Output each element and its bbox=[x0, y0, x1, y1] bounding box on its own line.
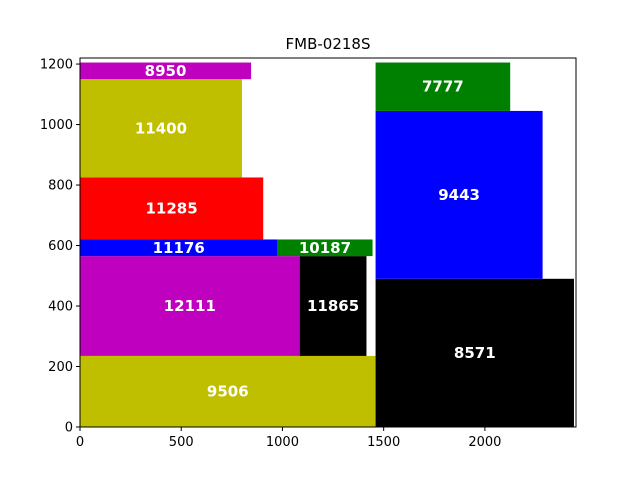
rect-label-10187: 10187 bbox=[299, 239, 351, 257]
y-tick-label: 200 bbox=[48, 360, 73, 375]
rect-label-7777: 7777 bbox=[422, 78, 464, 96]
rect-11176 bbox=[80, 239, 278, 257]
rect-label-9443: 9443 bbox=[438, 186, 480, 204]
x-tick-label: 1500 bbox=[367, 435, 400, 450]
rect-8950 bbox=[80, 62, 252, 80]
x-tick-label: 0 bbox=[76, 435, 84, 450]
rect-8571 bbox=[375, 278, 574, 427]
rect-label-11285: 11285 bbox=[146, 199, 198, 217]
x-tick-label: 500 bbox=[169, 435, 194, 450]
rect-labels-layer: 9506 12111 11865 11176 10187 11285 11400 8950 85… bbox=[135, 62, 496, 401]
x-tick-label: 1000 bbox=[266, 435, 299, 450]
rect-label-11400: 11400 bbox=[135, 119, 187, 137]
y-tick-label: 800 bbox=[48, 179, 73, 194]
y-tick-label: 600 bbox=[48, 239, 73, 254]
rect-12111 bbox=[80, 256, 300, 356]
rect-9506 bbox=[80, 355, 376, 427]
rect-10187 bbox=[277, 239, 373, 257]
rect-11400 bbox=[80, 79, 242, 178]
rect-label-9506: 9506 bbox=[207, 382, 249, 400]
y-tick-label: 1000 bbox=[40, 118, 73, 133]
rect-7777 bbox=[375, 62, 511, 111]
rect-9443 bbox=[375, 110, 543, 279]
rect-11865 bbox=[299, 256, 367, 356]
rect-label-11865: 11865 bbox=[307, 297, 359, 315]
y-tick-label: 1200 bbox=[40, 58, 73, 73]
rect-label-8950: 8950 bbox=[145, 62, 187, 80]
plot-frame bbox=[79, 57, 577, 428]
rect-label-11176: 11176 bbox=[153, 239, 205, 257]
y-axis: 0 200 400 600 800 1000 1200 bbox=[40, 58, 80, 436]
x-axis: 0 500 1000 1500 2000 bbox=[76, 427, 501, 450]
rect-11285 bbox=[80, 177, 264, 240]
rect-label-8571: 8571 bbox=[454, 344, 496, 362]
rect-label-12111: 12111 bbox=[164, 297, 216, 315]
x-tick-label: 2000 bbox=[468, 435, 501, 450]
rectangles-layer bbox=[80, 62, 574, 427]
y-tick-label: 0 bbox=[65, 421, 73, 436]
y-tick-label: 400 bbox=[48, 300, 73, 315]
chart-title: FMB-0218S bbox=[286, 35, 371, 53]
